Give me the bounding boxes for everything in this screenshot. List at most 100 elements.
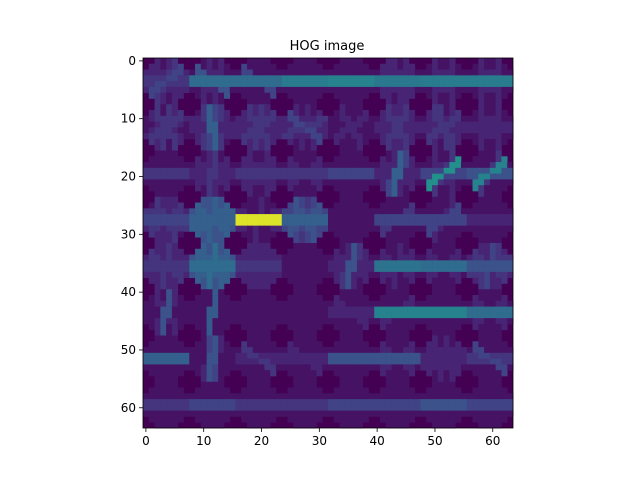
- heatmap-cell: [218, 381, 225, 388]
- heatmap-cell: [432, 133, 439, 140]
- heatmap-cell: [408, 231, 416, 238]
- heatmap-cell: [437, 133, 444, 140]
- heatmap-cell: [432, 318, 439, 325]
- heatmap-cell: [432, 237, 439, 244]
- heatmap-cell: [270, 75, 277, 82]
- heatmap-cell: [385, 289, 392, 296]
- heatmap-cell: [403, 329, 410, 336]
- heatmap-cell: [212, 190, 219, 198]
- heatmap-cell: [443, 75, 450, 82]
- heatmap-cell: [380, 248, 387, 255]
- heatmap-cell: [345, 63, 352, 70]
- heatmap-cell: [328, 173, 335, 180]
- heatmap-cell: [183, 393, 190, 400]
- heatmap-cell: [403, 127, 410, 134]
- heatmap-cell: [143, 219, 150, 227]
- heatmap-cell: [339, 399, 346, 406]
- heatmap-cell: [235, 173, 242, 180]
- heatmap-cell: [374, 300, 381, 307]
- heatmap-cell: [195, 81, 202, 88]
- heatmap-cell: [351, 167, 358, 174]
- heatmap-cell: [299, 75, 306, 82]
- heatmap-cell: [247, 289, 254, 296]
- heatmap-cell: [177, 254, 184, 261]
- heatmap-cell: [195, 127, 202, 134]
- heatmap-cell: [328, 347, 335, 354]
- heatmap-cell: [443, 58, 450, 65]
- heatmap-cell: [143, 86, 150, 94]
- heatmap-cell: [328, 271, 335, 279]
- heatmap-cell: [171, 202, 179, 209]
- heatmap-cell: [472, 115, 479, 122]
- heatmap-cell: [380, 162, 387, 169]
- heatmap-cell: [206, 162, 213, 169]
- heatmap-cell: [206, 271, 213, 279]
- heatmap-cell: [264, 162, 271, 169]
- heatmap-cell: [333, 410, 340, 417]
- heatmap-cell: [333, 306, 340, 313]
- heatmap-cell: [304, 329, 312, 336]
- heatmap-cell: [195, 133, 202, 140]
- heatmap-cell: [426, 63, 433, 70]
- heatmap-cell: [391, 404, 398, 412]
- heatmap-cell: [206, 219, 213, 227]
- heatmap-cell: [472, 75, 479, 82]
- heatmap-cell: [478, 283, 485, 290]
- heatmap-cell: [229, 410, 236, 417]
- heatmap-cell: [154, 58, 161, 65]
- heatmap-cell: [437, 237, 444, 244]
- heatmap-cell: [403, 219, 410, 227]
- heatmap-cell: [235, 127, 242, 134]
- heatmap-cell: [443, 312, 450, 319]
- heatmap-cell: [212, 162, 219, 169]
- heatmap-cell: [507, 352, 514, 359]
- heatmap-cell: [495, 243, 502, 250]
- heatmap-cell: [322, 271, 329, 279]
- heatmap-cell: [420, 393, 427, 400]
- heatmap-cell: [328, 208, 335, 215]
- heatmap-cell: [368, 260, 375, 267]
- heatmap-cell: [489, 243, 497, 250]
- heatmap-cell: [310, 110, 317, 117]
- heatmap-cell: [495, 63, 502, 70]
- heatmap-cell: [258, 387, 265, 394]
- heatmap-cell: [206, 277, 213, 284]
- heatmap-cell: [212, 260, 219, 267]
- heatmap-cell: [437, 387, 444, 394]
- heatmap-cell: [345, 243, 352, 250]
- heatmap-cell: [189, 86, 196, 94]
- heatmap-cell: [391, 416, 398, 423]
- heatmap-cell: [281, 347, 288, 354]
- heatmap-cell: [339, 266, 346, 273]
- heatmap-cell: [472, 225, 479, 232]
- heatmap-cell: [484, 352, 491, 359]
- heatmap-cell: [385, 410, 392, 417]
- heatmap-cell: [408, 208, 416, 215]
- heatmap-cell: [166, 202, 173, 209]
- heatmap-cell: [443, 404, 450, 412]
- heatmap-cell: [408, 271, 416, 279]
- heatmap-cell: [304, 347, 312, 354]
- heatmap-cell: [339, 86, 346, 94]
- heatmap-cell: [310, 237, 317, 244]
- heatmap-cell: [420, 81, 427, 88]
- heatmap-cell: [333, 75, 340, 82]
- heatmap-cell: [218, 289, 225, 296]
- heatmap-cell: [455, 254, 462, 261]
- heatmap-cell: [160, 173, 167, 180]
- heatmap-cell: [264, 312, 271, 319]
- heatmap-cell: [420, 69, 427, 76]
- heatmap-cell: [304, 370, 312, 377]
- heatmap-cell: [200, 133, 207, 140]
- heatmap-cell: [449, 375, 456, 383]
- heatmap-cell: [189, 404, 196, 412]
- heatmap-cell: [160, 138, 167, 146]
- heatmap-cell: [177, 138, 184, 146]
- heatmap-cell: [160, 208, 167, 215]
- heatmap-cell: [264, 225, 271, 232]
- heatmap-cell: [200, 144, 207, 151]
- heatmap-cell: [299, 404, 306, 412]
- heatmap-cell: [437, 69, 444, 76]
- heatmap-cell: [275, 179, 283, 186]
- heatmap-cell: [148, 260, 155, 267]
